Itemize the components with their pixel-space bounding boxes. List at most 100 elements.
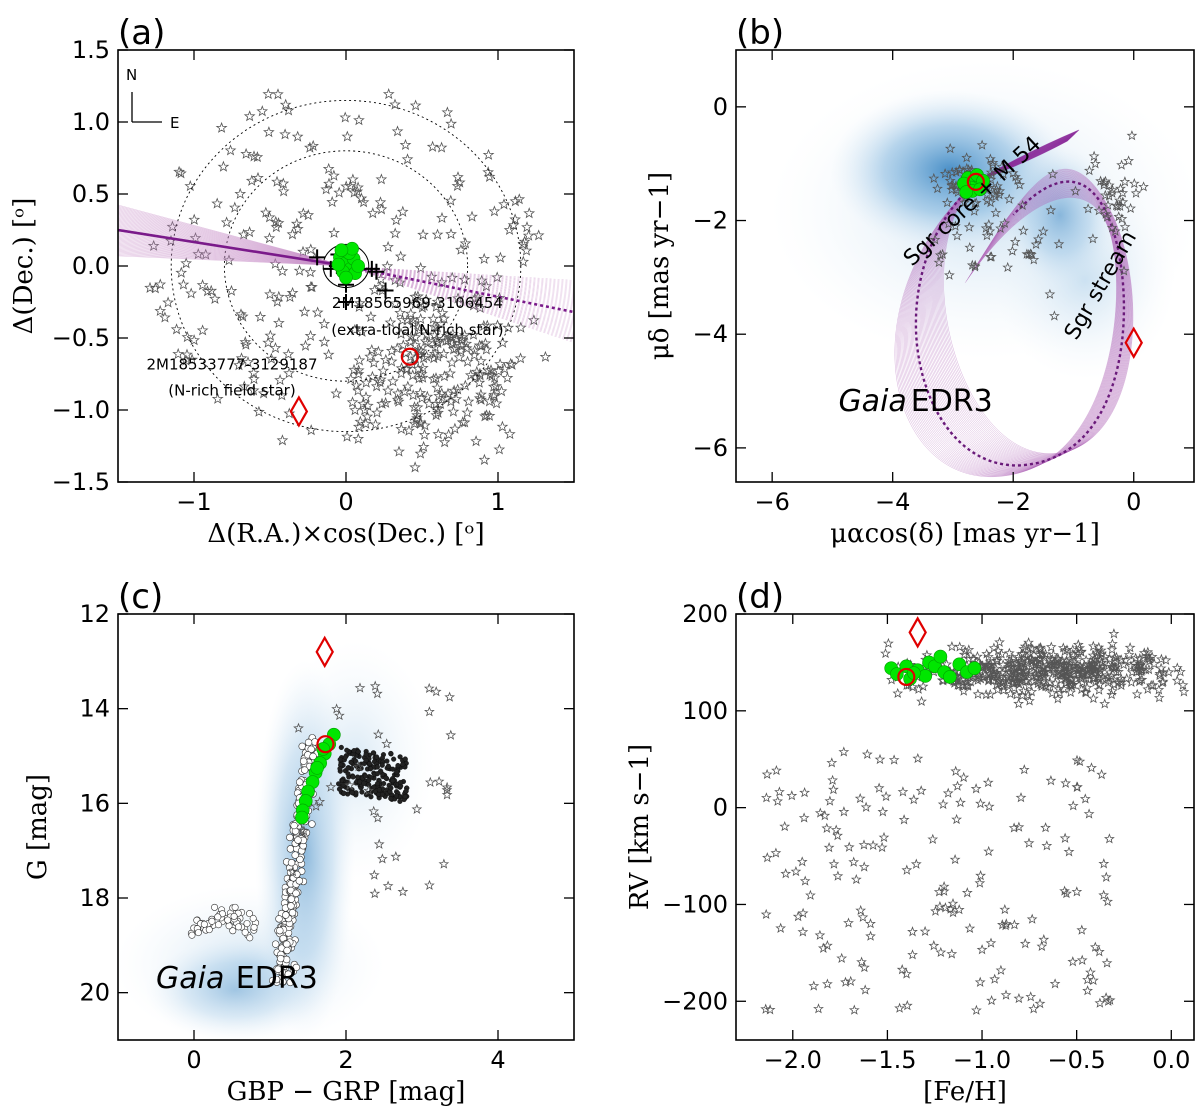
panel-b-frame bbox=[735, 49, 1195, 483]
field-star bbox=[320, 183, 333, 195]
field-star bbox=[257, 387, 270, 399]
field-star bbox=[939, 168, 951, 179]
field-star bbox=[947, 897, 959, 909]
field-star-diamond-marker bbox=[289, 395, 309, 428]
orbit-line-leading bbox=[345, 265, 574, 282]
sgr-member-star bbox=[984, 661, 996, 672]
field-star bbox=[372, 728, 384, 740]
field-star bbox=[411, 401, 424, 413]
field-star bbox=[357, 397, 369, 409]
sgr-rgb-star bbox=[366, 777, 372, 783]
field-star bbox=[912, 752, 924, 764]
sgr-member-star bbox=[1101, 669, 1113, 680]
field-star bbox=[220, 216, 233, 228]
field-star bbox=[941, 197, 953, 208]
field-star bbox=[902, 1000, 913, 1011]
field-star bbox=[832, 829, 843, 841]
field-star bbox=[369, 680, 381, 691]
sgr-member-star bbox=[1005, 688, 1016, 699]
field-star bbox=[822, 939, 833, 951]
field-star bbox=[252, 171, 264, 183]
field-star bbox=[431, 295, 444, 307]
field-star bbox=[254, 310, 267, 322]
sgr-member-star bbox=[1064, 653, 1076, 665]
field-star bbox=[223, 254, 235, 266]
field-star bbox=[482, 166, 494, 178]
sgr-member-star bbox=[1052, 693, 1064, 704]
orbit-line-trailing bbox=[118, 241, 347, 267]
field-star bbox=[451, 179, 464, 192]
field-star bbox=[951, 230, 963, 241]
field-star bbox=[166, 220, 179, 232]
field-star bbox=[382, 88, 395, 100]
hb-star bbox=[243, 920, 251, 928]
field-star bbox=[517, 238, 530, 250]
field-star bbox=[937, 798, 949, 810]
field-star bbox=[456, 333, 468, 345]
sgr-rgb-star bbox=[379, 762, 385, 768]
sgr-rgb-star bbox=[355, 774, 361, 780]
field-star bbox=[1114, 200, 1126, 211]
field-star bbox=[764, 1004, 776, 1015]
field-star bbox=[494, 358, 506, 370]
field-star bbox=[856, 956, 867, 967]
sgr-member-star bbox=[1050, 677, 1061, 689]
field-star bbox=[172, 347, 185, 360]
panel-b-ylabel: μδ [mas yr−1] bbox=[645, 172, 675, 360]
field-star bbox=[243, 226, 256, 238]
field-star bbox=[509, 213, 521, 225]
field-star bbox=[860, 801, 872, 812]
rgb-star bbox=[276, 954, 285, 963]
sgr-member-star bbox=[1154, 668, 1166, 679]
field-star bbox=[414, 447, 427, 459]
field-star bbox=[971, 1004, 982, 1015]
panel-d-label: (d) bbox=[736, 577, 784, 617]
field-star bbox=[348, 323, 361, 335]
field-star bbox=[416, 301, 429, 313]
field-star bbox=[407, 317, 420, 329]
field-star bbox=[311, 306, 324, 318]
sgr-rgb-star bbox=[397, 798, 403, 804]
field-star bbox=[1084, 164, 1095, 176]
field-star bbox=[514, 352, 527, 364]
sgr-rgb-star bbox=[403, 788, 409, 794]
field-star bbox=[1049, 310, 1060, 321]
field-star bbox=[1116, 159, 1127, 170]
field-star bbox=[1086, 762, 1097, 773]
field-star bbox=[180, 354, 192, 366]
field-star bbox=[306, 281, 318, 293]
orbit-line-trailing bbox=[118, 207, 347, 267]
field-star bbox=[1030, 238, 1042, 249]
field-star bbox=[1060, 777, 1071, 788]
ytick-label: 16 bbox=[79, 789, 110, 817]
field-star bbox=[307, 139, 319, 152]
sgr-member-star bbox=[988, 642, 1000, 653]
field-star bbox=[272, 217, 285, 229]
sgr-member-star bbox=[913, 683, 924, 694]
sgr-rgb-star bbox=[362, 773, 368, 779]
field-star bbox=[1028, 1003, 1039, 1014]
field-star bbox=[265, 352, 278, 364]
orbit-line-trailing bbox=[118, 247, 347, 267]
field-star bbox=[949, 853, 961, 865]
ytick-label: 12 bbox=[79, 600, 110, 628]
field-star bbox=[1083, 808, 1095, 819]
field-star bbox=[1063, 846, 1075, 857]
ytick-label: −100 bbox=[662, 890, 728, 918]
field-star bbox=[282, 104, 295, 116]
sgr-member-star bbox=[1061, 644, 1073, 655]
field-star bbox=[1100, 871, 1112, 882]
field-star bbox=[1008, 822, 1020, 833]
sgr-member-star bbox=[972, 650, 983, 662]
sgr-member-star bbox=[1087, 657, 1098, 668]
hb-star bbox=[211, 903, 219, 911]
field-star bbox=[1038, 934, 1050, 945]
sgr-member-star bbox=[1082, 669, 1094, 680]
sgr-member-star bbox=[1178, 686, 1190, 697]
field-star bbox=[184, 180, 197, 192]
panel-c-text-labels: Gaia EDR3 bbox=[156, 961, 318, 996]
sgr-member-star bbox=[1041, 659, 1053, 670]
extra-tidal-star-marker bbox=[966, 172, 985, 191]
rgb-star bbox=[308, 820, 316, 828]
field-star bbox=[539, 350, 552, 362]
